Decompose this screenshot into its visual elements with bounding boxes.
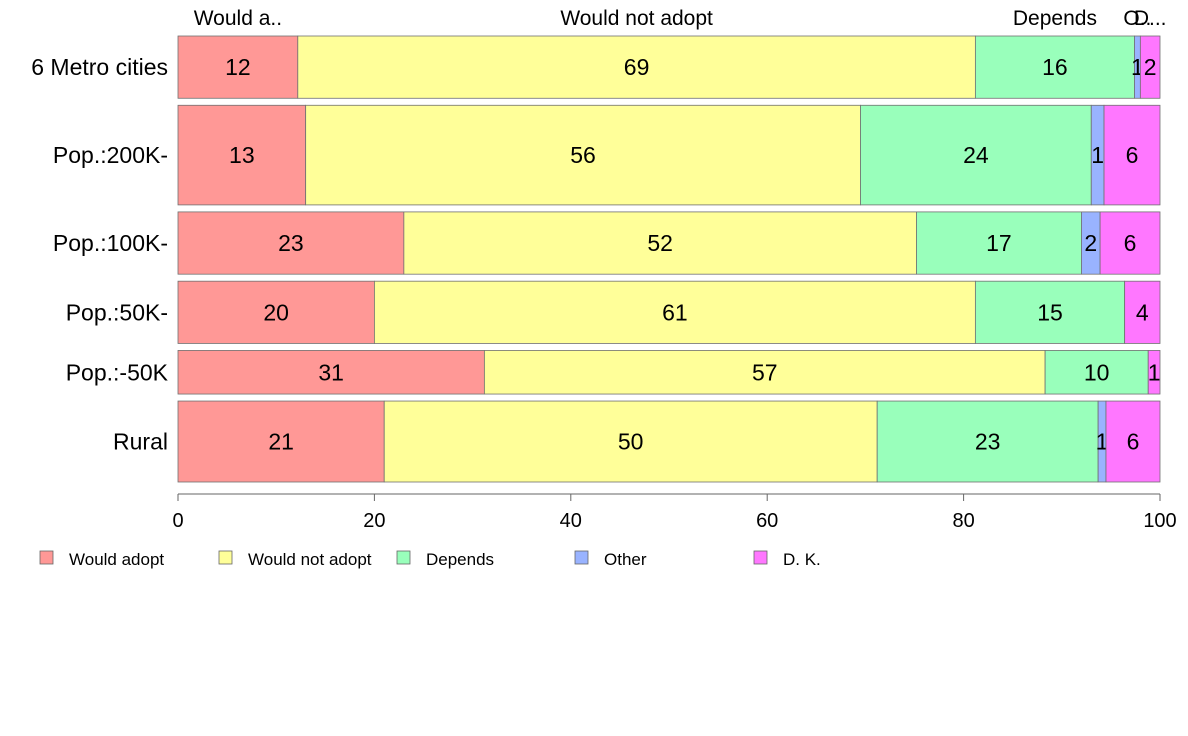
data-label: 1 [1096,429,1109,455]
legend-swatch [574,550,589,565]
bar-row: 23 52 17 2 6 [177,211,1161,275]
legend-swatch [39,550,54,565]
bar-segment [974,35,1135,99]
x-tick-label: 100 [1143,510,1176,532]
legend-label: Depends [426,550,494,569]
data-label: 12 [225,54,251,80]
bar-segment [876,400,1099,483]
series-top-label: D... [1134,7,1167,30]
legend-swatch [218,550,233,565]
data-label: 69 [624,54,650,80]
bar-segment [177,280,375,344]
data-label: 10 [1084,359,1110,385]
series-top-label: Would not adopt [560,7,713,30]
bar-segment [1099,211,1161,275]
data-label: 50 [618,429,644,455]
data-label: 23 [975,429,1001,455]
x-axis: 0 20 40 60 80 100 [172,493,1177,532]
bar-segment [1139,35,1161,99]
data-label: 6 [1124,230,1137,256]
data-label: 20 [263,299,289,325]
bar-segment [177,35,299,99]
data-label: 16 [1042,54,1068,80]
data-label: 17 [986,230,1012,256]
data-label: 31 [318,359,344,385]
bar-segment [403,211,917,275]
legend: Would adopt Would not adopt Depends Other D.… [39,550,821,569]
bar-segment [177,350,485,395]
bar-segment [483,350,1046,395]
data-label: 4 [1136,299,1149,325]
legend-item: Would adopt [39,550,164,569]
data-label: 1 [1091,142,1104,168]
data-label: 56 [570,142,596,168]
bar-segment [177,400,385,483]
bar-segment [1103,104,1161,206]
data-label: 52 [647,230,673,256]
bar-row: 31 57 10 1 [177,350,1161,395]
bars-layer: 12 69 16 1 213 56 24 1 623 52 17 2 620 61 15 431 57 10 121… [177,35,1161,483]
bar-row: 13 56 24 1 6 [177,104,1161,206]
category-label: Pop.:100K- [53,230,168,256]
bar-row: 21 50 23 1 6 [177,400,1161,483]
data-label: 6 [1126,142,1139,168]
bar-segment [860,104,1092,206]
x-tick-label: 40 [560,510,582,532]
data-label: 6 [1127,429,1140,455]
series-top-labels: Would a.. Would not adopt Depends O..D... [194,7,1167,30]
legend-item: Depends [396,550,494,569]
x-tick-label: 0 [172,510,183,532]
bar-segment [916,211,1082,275]
bar-segment [373,280,976,344]
category-labels: 6 Metro cities Pop.:200K- Pop.:100K- Pop.:5… [31,54,168,454]
bar-segment [177,211,405,275]
bar-row: 12 69 16 1 2 [177,35,1161,99]
legend-label: D. K. [783,550,821,569]
category-label: Pop.:50K- [66,299,168,325]
bar-row: 20 61 15 4 [177,280,1161,344]
series-top-label: O.. [1123,7,1151,30]
x-tick-label: 80 [952,510,974,532]
data-label: 15 [1037,299,1063,325]
category-label: Pop.:200K- [53,142,168,168]
legend-label: Would adopt [69,550,164,569]
data-label: 13 [229,142,255,168]
bar-segment [974,280,1126,344]
bar-segment [1105,400,1161,483]
legend-label: Other [604,550,647,569]
legend-item: D. K. [753,550,821,569]
legend-item: Would not adopt [218,550,372,569]
data-label: 2 [1084,230,1097,256]
x-tick-label: 20 [363,510,385,532]
legend-swatch [396,550,411,565]
category-label: 6 Metro cities [31,54,168,80]
category-label: Pop.:-50K [66,359,169,385]
legend-swatch [753,550,768,565]
x-tick-label: 60 [756,510,778,532]
series-top-label: Would a.. [194,7,282,30]
bar-segment [1044,350,1149,395]
bar-segment [1147,350,1161,395]
data-label: 1 [1148,359,1161,385]
legend-label: Would not adopt [248,550,372,569]
data-label: 57 [752,359,778,385]
bar-segment [1124,280,1161,344]
series-top-label: Depends [1013,7,1097,30]
category-label: Rural [113,429,168,455]
data-label: 24 [963,142,989,168]
data-label: 23 [278,230,304,256]
data-label: 61 [662,299,688,325]
bar-segment [383,400,878,483]
bar-segment [305,104,861,206]
data-label: 2 [1144,54,1157,80]
bar-segment [297,35,976,99]
legend-item: Other [574,550,647,569]
data-label: 21 [268,429,294,455]
